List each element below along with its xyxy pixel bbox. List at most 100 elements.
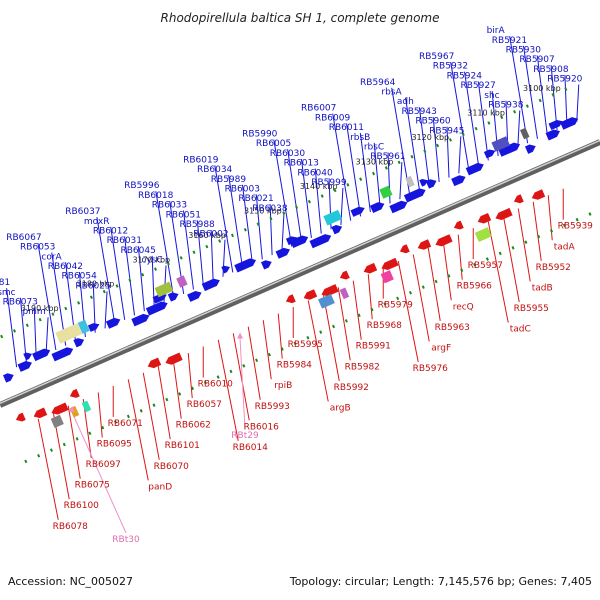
forward-leader-line <box>281 213 285 251</box>
feature-box <box>491 136 511 152</box>
forward-leader-line <box>96 216 116 325</box>
forward-gene <box>403 188 426 203</box>
forward-gene-label: RB6019 <box>183 155 219 165</box>
genome-backbone-highlight <box>0 139 600 405</box>
forward-leader-line <box>399 162 403 200</box>
forward-gene-label: RB5989 <box>211 175 247 185</box>
forward-gene-label: RB6081 <box>0 278 10 288</box>
forward-leader-line <box>446 126 450 178</box>
label-leader-lines <box>6 36 580 534</box>
reverse-gene-label: RB5991 <box>356 342 391 352</box>
forward-leader-line <box>550 65 558 131</box>
forward-gene-label: RB6003 <box>225 184 260 194</box>
feature-box <box>154 281 174 298</box>
forward-gene-label: RB6042 <box>48 262 83 272</box>
rna-gene-label: RBt29 <box>231 431 259 441</box>
rna-marker <box>69 406 76 413</box>
reverse-gene-label: RB6097 <box>86 460 121 470</box>
reverse-leader-line <box>547 195 553 241</box>
feature-box <box>50 414 64 428</box>
reverse-gene <box>33 407 48 419</box>
forward-gene-label: corA <box>41 252 62 262</box>
forward-leader-line <box>124 236 136 316</box>
forward-gene-label: RB5960 <box>415 117 451 127</box>
reverse-leader-line <box>367 274 373 320</box>
forward-gene-label: RB5967 <box>419 52 454 62</box>
forward-gene-label: rbsC <box>364 142 384 152</box>
forward-leader-line <box>273 139 293 247</box>
forward-gene-label: cysC <box>141 256 162 266</box>
genome-tracks <box>0 83 600 464</box>
reverse-gene <box>51 402 69 415</box>
forward-gene-label: RB6051 <box>166 210 201 220</box>
genome-summary-text: Topology: circular; Length: 7,145,576 bp… <box>289 575 592 588</box>
forward-leader-line <box>340 187 344 226</box>
forward-leader-line <box>182 210 194 290</box>
forward-gene-label: RB5921 <box>492 36 527 46</box>
forward-leader-line <box>19 297 27 363</box>
reverse-leader-line <box>412 254 430 342</box>
forward-gene <box>465 162 484 176</box>
kbp-label: 3140 kbp <box>300 182 338 191</box>
forward-gene <box>17 360 32 372</box>
forward-leader-line <box>517 110 521 148</box>
reverse-leader-line <box>232 333 250 421</box>
reverse-gene-label: RB6075 <box>75 481 110 491</box>
forward-leader-line <box>33 307 37 359</box>
forward-gene <box>560 117 579 130</box>
reverse-gene-label: RB5966 <box>457 282 493 292</box>
reverse-leader-line <box>307 300 329 402</box>
forward-gene <box>152 293 167 304</box>
forward-leader-line <box>405 97 421 191</box>
forward-gene <box>131 313 150 327</box>
reverse-leader-line <box>337 287 351 361</box>
forward-gene-label: adh <box>397 97 414 107</box>
reverse-leader-line <box>97 392 103 438</box>
reverse-gene <box>531 189 546 200</box>
genome-title: Rhodopirellula baltica SH 1, complete ge… <box>161 11 440 25</box>
kbp-label: 3110 kbp <box>467 108 505 117</box>
reverse-gene-label: RB5968 <box>367 321 403 331</box>
reverse-leader-line <box>217 339 239 442</box>
forward-gene <box>187 290 202 302</box>
forward-gene-label: RB5999 <box>311 178 347 188</box>
reverse-leader-line <box>67 405 81 479</box>
forward-gene <box>309 234 332 249</box>
forward-gene <box>524 144 536 154</box>
forward-gene <box>260 260 272 270</box>
reverse-gene <box>339 270 350 280</box>
reverse-gene <box>435 234 453 247</box>
forward-leader-line <box>314 168 322 234</box>
forward-gene-label: RB5990 <box>242 130 278 140</box>
forward-gene-label: RB5927 <box>460 81 495 91</box>
forward-gene-label: RB5907 <box>519 55 554 65</box>
forward-gene-label: birA <box>487 26 506 36</box>
forward-leader-line <box>300 158 312 238</box>
forward-gene-label: RB6073 <box>3 298 38 308</box>
kbp-label: 3120 kbp <box>411 133 449 142</box>
reverse-gene <box>453 220 464 230</box>
reverse-gene-label: RB5963 <box>435 323 470 333</box>
reverse-gene-label: RB6071 <box>108 419 143 429</box>
forward-gene-label: RB6002 <box>193 230 228 240</box>
forward-leader-line <box>522 45 538 139</box>
reverse-gene-label: RB6070 <box>154 462 190 472</box>
reverse-gene-label: tadB <box>532 283 553 293</box>
forward-leader-line <box>241 184 253 264</box>
forward-gene-label: RB6034 <box>197 165 233 175</box>
forward-gene-label: RB6038 <box>252 204 288 214</box>
forward-leader-line <box>509 36 529 144</box>
reverse-gene-label: RB5982 <box>345 362 380 372</box>
forward-leader-line <box>536 55 548 135</box>
forward-gene <box>201 278 220 292</box>
forward-leader-line <box>210 229 214 282</box>
reverse-gene <box>321 284 339 297</box>
reverse-gene <box>477 212 492 224</box>
reverse-gene-label: RB6016 <box>244 422 280 432</box>
reverse-gene <box>513 194 524 204</box>
forward-gene <box>2 373 14 383</box>
reverse-gene <box>303 289 318 300</box>
forward-leader-line <box>477 81 489 161</box>
reverse-gene <box>495 207 513 221</box>
